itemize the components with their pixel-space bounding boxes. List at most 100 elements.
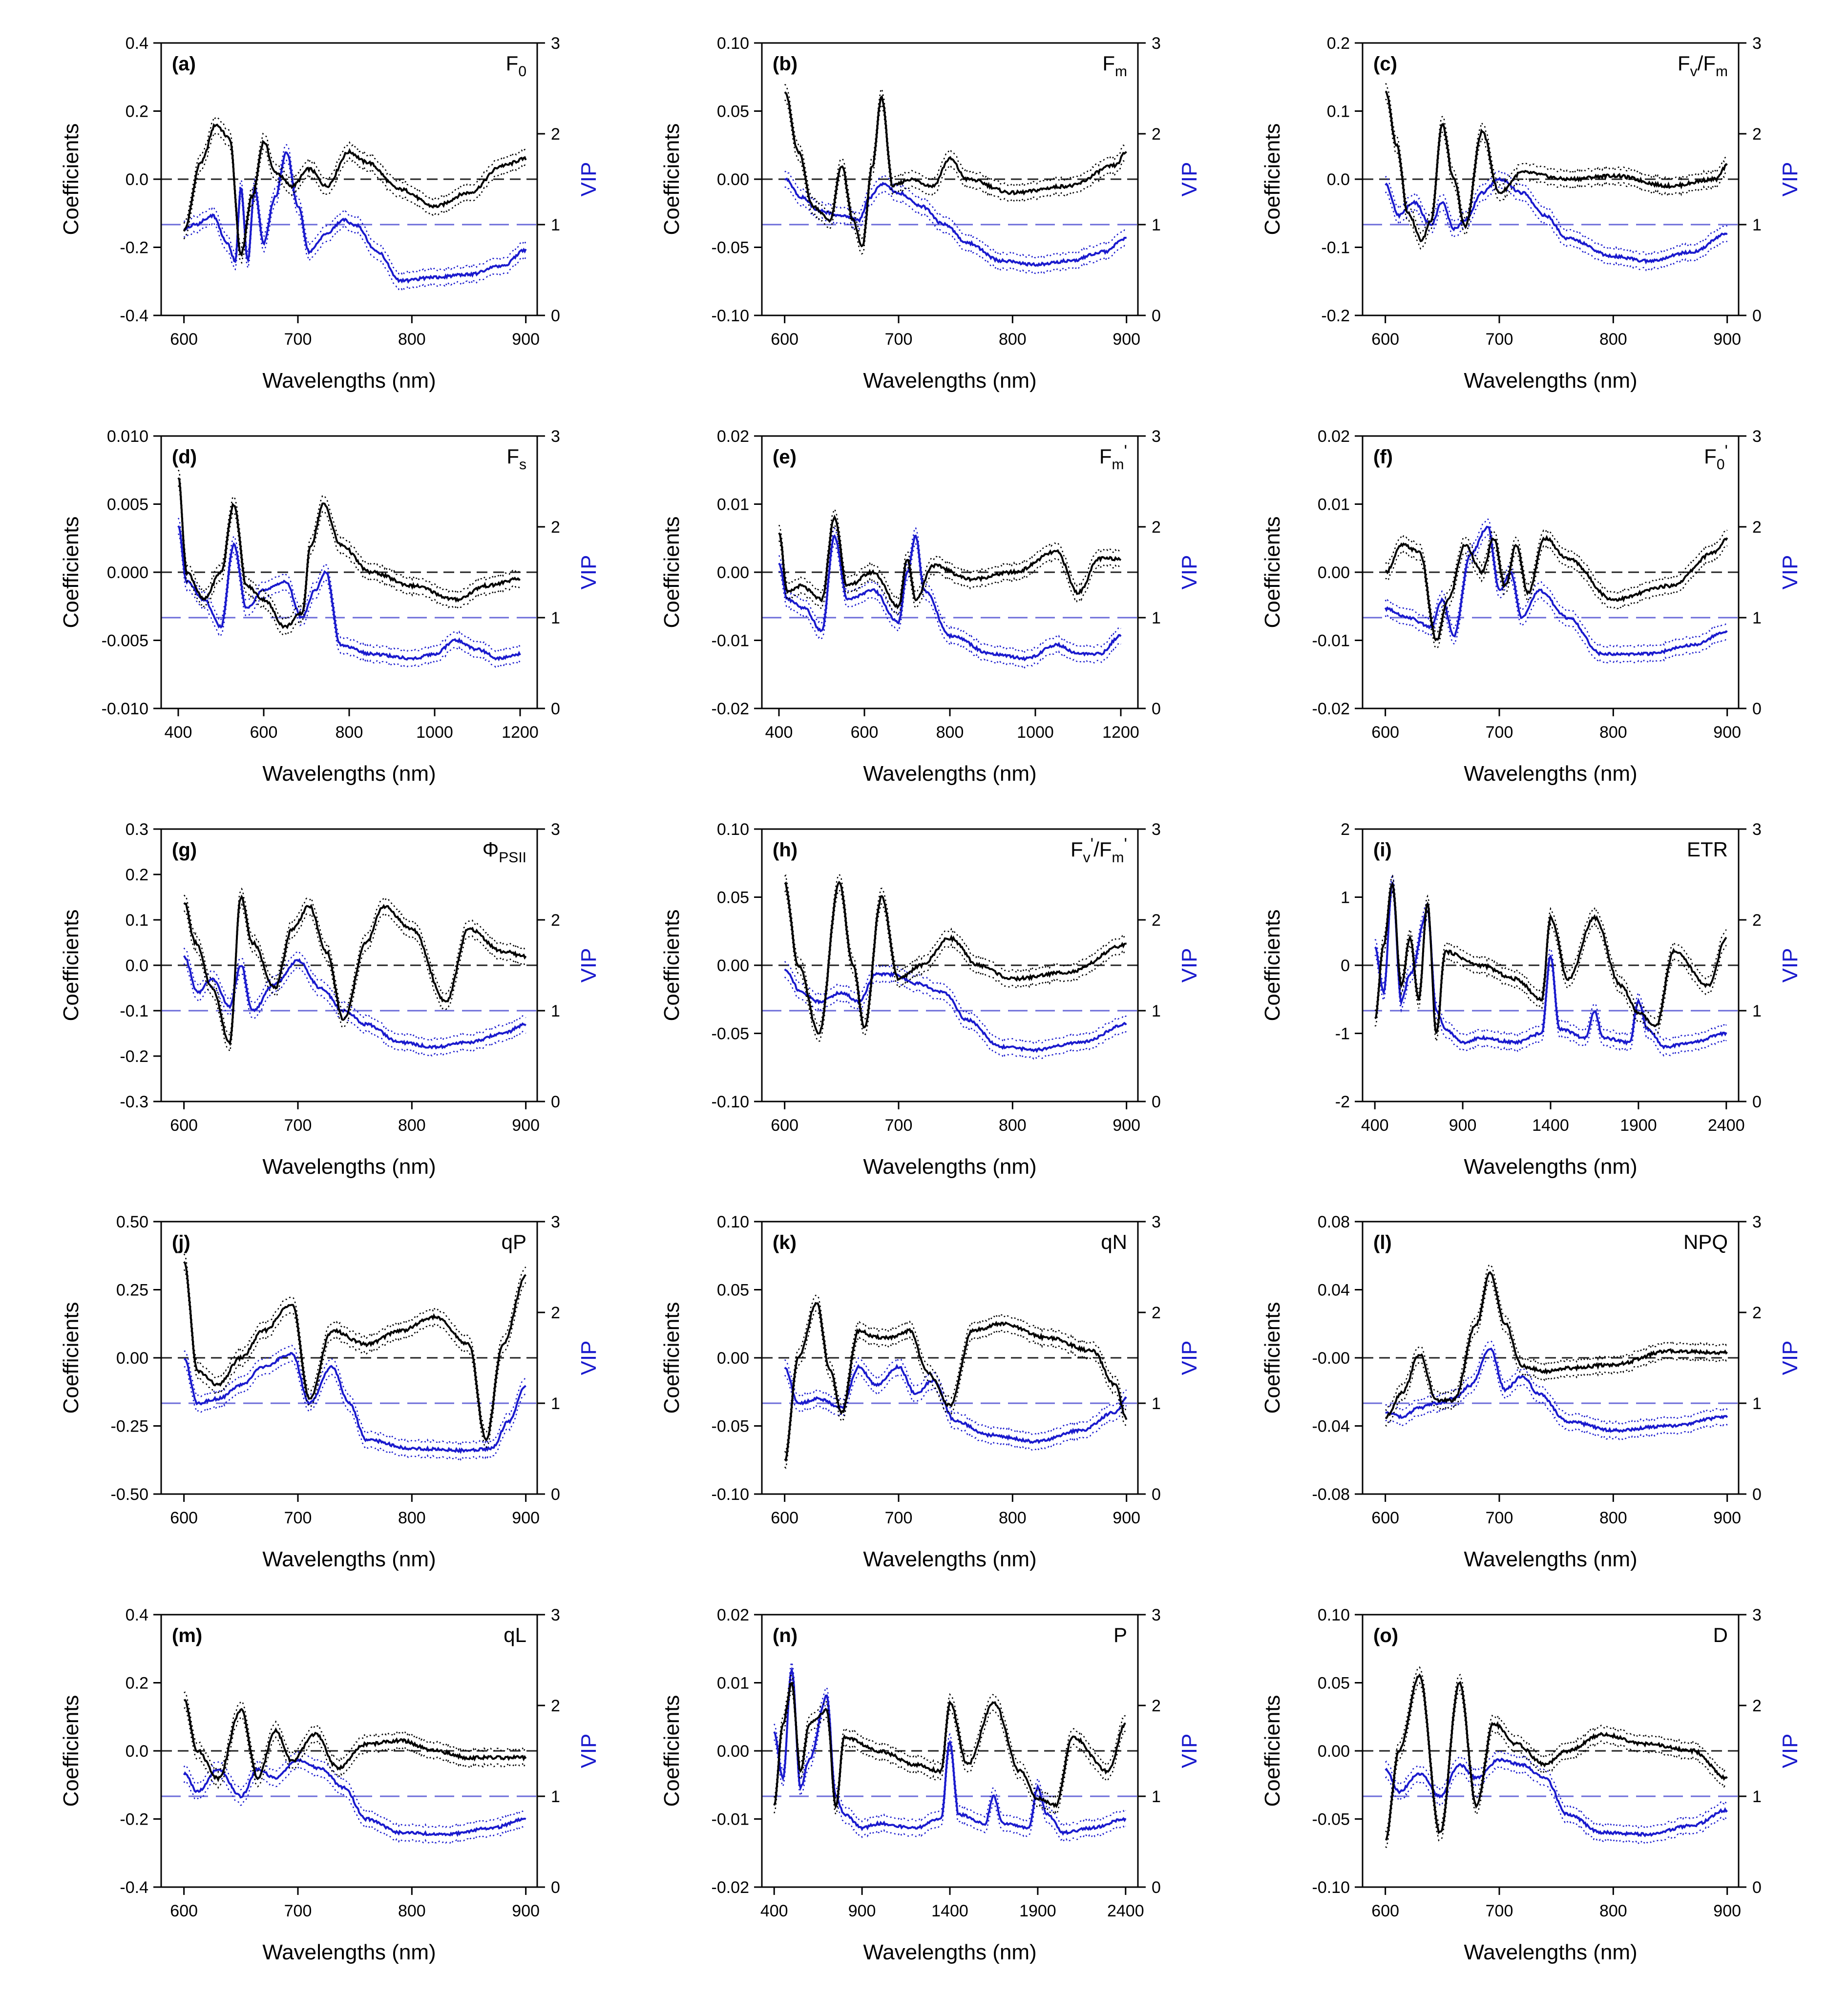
coef-lower-bound [774,1690,1126,1816]
panel-variable-name: P [1113,1623,1127,1646]
coef-lower-bound [1385,99,1728,250]
vip-series-line [183,955,526,1050]
panel-h: 600 700 800 900 -0.10 -0.05 0.00 0.05 0.10 0 1 2 3 Wa… [660,820,1201,1179]
vip-upper-bound [1385,518,1728,648]
vip-tick-label: 1 [551,1394,560,1413]
y-tick-label: -0.01 [1312,632,1350,650]
y-tick-label: 0.010 [107,427,148,446]
vip-tick-label: 1 [1152,216,1161,234]
y-axis-label: Coefficients [1260,123,1284,235]
vip-lower-bound [183,159,526,291]
vip-tick-label: 1 [1152,1002,1161,1020]
x-tick-label: 400 [165,723,192,742]
x-tick-label: 600 [170,1509,198,1527]
vip-axis-label: VIP [1778,1734,1802,1768]
y-tick-label: -0.10 [712,1093,750,1111]
coef-series-line [778,514,1122,610]
x-tick-label: 800 [999,330,1027,349]
y-tick-label: 0 [1341,956,1350,975]
y-tick-label: -1 [1335,1025,1350,1043]
y-tick-label: 0.4 [126,1606,148,1624]
x-tick-label: 1200 [502,723,539,742]
coef-upper-bound [778,507,1121,601]
x-tick-label: 700 [1486,723,1513,742]
y-tick-label: 0.4 [126,34,148,53]
coef-lower-bound [183,131,526,264]
vip-upper-bound [184,1344,526,1446]
x-tick-label: 800 [398,1509,426,1527]
vip-axis-label: VIP [1177,948,1201,983]
vip-lower-bound [784,186,1127,274]
vip-lower-bound [183,1766,526,1844]
x-axis-label: Wavelengths (nm) [262,369,436,393]
panel-letter: (c) [1373,53,1397,75]
vip-tick-label: 1 [1752,1002,1762,1020]
x-tick-label: 800 [1599,723,1627,742]
x-axis-label: Wavelengths (nm) [262,1940,436,1964]
coef-series-line [784,91,1127,248]
vip-series-line [784,968,1127,1053]
panel-letter: (d) [172,446,197,468]
y-tick-label: -0.02 [712,700,750,718]
panel-letter: (g) [172,839,197,861]
y-tick-label: 0.50 [116,1213,148,1231]
coef-upper-bound [184,1691,526,1774]
vip-tick-label: 2 [1152,1697,1161,1715]
x-tick-label: 400 [765,723,793,742]
panel-g: 600 700 800 900 -0.3 -0.2 -0.1 0.0 0.1 0.2 0.3 0 1 2 3… [59,820,601,1179]
y-tick-label: 0.00 [116,1349,148,1368]
x-tick-label: 900 [1113,1116,1140,1135]
vip-tick-label: 2 [1752,911,1762,930]
panel-letter: (l) [1373,1232,1392,1253]
y-tick-label: 0.2 [126,866,148,884]
vip-axis-label: VIP [577,555,601,590]
panel-variable-name: Fv'/Fm' [1071,835,1127,866]
vip-tick-label: 3 [1752,820,1762,839]
y-tick-label: 0.10 [717,34,749,53]
vip-axis-label: VIP [1177,1341,1201,1375]
vip-tick-label: 3 [1752,34,1762,53]
y-axis-label: Coefficients [660,516,684,628]
y-axis-label: Coefficients [59,516,83,628]
x-tick-label: 800 [1599,1902,1627,1920]
coef-upper-bound [774,1674,1126,1801]
y-tick-label: 0.04 [1318,1281,1350,1300]
x-tick-label: 600 [1371,1902,1399,1920]
vip-tick-label: 3 [1752,427,1762,446]
vip-lower-bound [1385,534,1728,664]
vip-tick-label: 1 [1752,1787,1762,1806]
x-tick-label: 600 [771,1116,798,1135]
coef-series-line [1385,535,1728,642]
x-axis-label: Wavelengths (nm) [1464,1155,1637,1179]
vip-tick-label: 3 [551,820,560,839]
vip-tick-label: 1 [551,216,560,234]
y-tick-label: -0.10 [712,307,750,325]
x-tick-label: 2400 [1107,1902,1144,1920]
coef-series-line [183,1699,527,1783]
x-tick-label: 900 [512,1902,540,1920]
x-tick-label: 700 [284,330,312,349]
coef-lower-bound [1385,543,1728,649]
vip-upper-bound [183,144,526,275]
x-tick-label: 600 [851,723,879,742]
x-tick-label: 900 [1113,1509,1140,1527]
vip-series-line [183,151,527,284]
x-axis-label: Wavelengths (nm) [262,1155,436,1179]
y-tick-label: 2 [1341,820,1350,839]
x-tick-label: 600 [1371,1509,1399,1527]
x-tick-label: 900 [512,1509,540,1527]
y-axis-label: Coefficients [59,909,83,1021]
y-tick-label: 0.0 [126,170,148,189]
x-tick-label: 1200 [1102,723,1139,742]
x-axis-label: Wavelengths (nm) [863,1155,1036,1179]
coef-upper-bound [1385,1264,1728,1411]
vip-tick-label: 0 [551,700,560,718]
vip-tick-label: 3 [1152,427,1161,446]
y-tick-label: -0.10 [712,1485,750,1504]
vip-tick-label: 3 [1152,820,1161,839]
x-tick-label: 800 [1599,1509,1627,1527]
panel-letter: (a) [172,53,196,75]
vip-series-line [784,177,1127,267]
panel-variable-name: qP [502,1230,526,1253]
y-axis-label: Coefficients [1260,1302,1284,1413]
